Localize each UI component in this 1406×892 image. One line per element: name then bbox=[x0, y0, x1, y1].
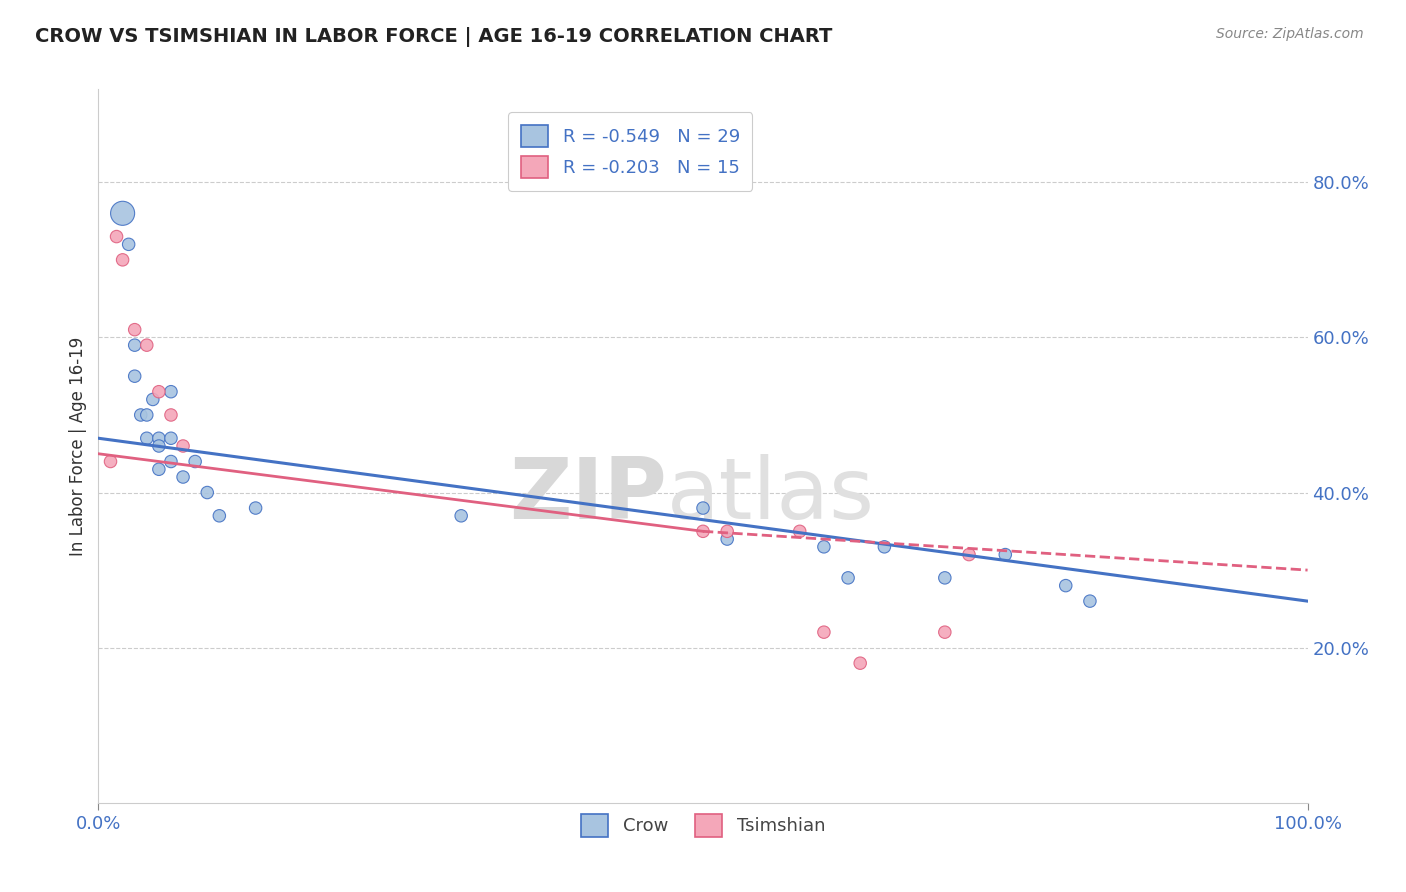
Point bbox=[124, 338, 146, 352]
Point bbox=[837, 571, 859, 585]
Point bbox=[160, 384, 183, 399]
Point bbox=[1054, 579, 1077, 593]
Point bbox=[957, 548, 980, 562]
Point bbox=[148, 462, 170, 476]
Point bbox=[813, 540, 835, 554]
Point bbox=[849, 656, 872, 670]
Point bbox=[111, 252, 134, 267]
Point bbox=[172, 439, 194, 453]
Point bbox=[1078, 594, 1101, 608]
Point bbox=[172, 470, 194, 484]
Point bbox=[160, 431, 183, 445]
Point bbox=[118, 237, 141, 252]
Point bbox=[124, 369, 146, 384]
Point bbox=[160, 408, 183, 422]
Point bbox=[716, 524, 738, 539]
Text: ZIP: ZIP bbox=[509, 454, 666, 538]
Point bbox=[450, 508, 472, 523]
Point bbox=[148, 384, 170, 399]
Point bbox=[135, 338, 157, 352]
Y-axis label: In Labor Force | Age 16-19: In Labor Force | Age 16-19 bbox=[69, 336, 87, 556]
Point bbox=[148, 431, 170, 445]
Point bbox=[148, 439, 170, 453]
Point bbox=[692, 501, 714, 516]
Legend: Crow, Tsimshian: Crow, Tsimshian bbox=[574, 807, 832, 844]
Text: CROW VS TSIMSHIAN IN LABOR FORCE | AGE 16-19 CORRELATION CHART: CROW VS TSIMSHIAN IN LABOR FORCE | AGE 1… bbox=[35, 27, 832, 46]
Point bbox=[135, 431, 157, 445]
Point bbox=[789, 524, 811, 539]
Point bbox=[994, 548, 1017, 562]
Point bbox=[142, 392, 165, 407]
Point bbox=[716, 532, 738, 546]
Point bbox=[934, 625, 956, 640]
Text: atlas: atlas bbox=[666, 454, 875, 538]
Point bbox=[873, 540, 896, 554]
Point bbox=[135, 408, 157, 422]
Point bbox=[184, 454, 207, 468]
Text: Source: ZipAtlas.com: Source: ZipAtlas.com bbox=[1216, 27, 1364, 41]
Point bbox=[160, 454, 183, 468]
Point bbox=[245, 501, 267, 516]
Point bbox=[100, 454, 122, 468]
Point bbox=[111, 206, 134, 220]
Point bbox=[124, 323, 146, 337]
Point bbox=[208, 508, 231, 523]
Point bbox=[105, 229, 128, 244]
Point bbox=[934, 571, 956, 585]
Point bbox=[692, 524, 714, 539]
Point bbox=[195, 485, 218, 500]
Point bbox=[813, 625, 835, 640]
Point bbox=[129, 408, 152, 422]
